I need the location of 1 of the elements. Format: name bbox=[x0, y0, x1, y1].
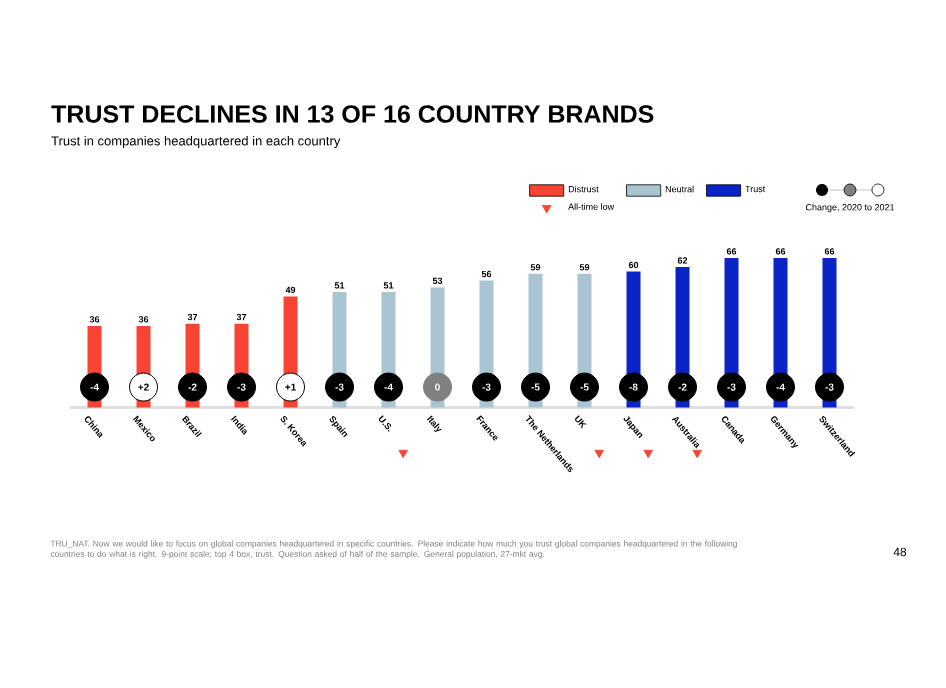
chart-title: TRUST DECLINES IN 13 OF 16 COUNTRY BRANDS bbox=[51, 105, 654, 123]
